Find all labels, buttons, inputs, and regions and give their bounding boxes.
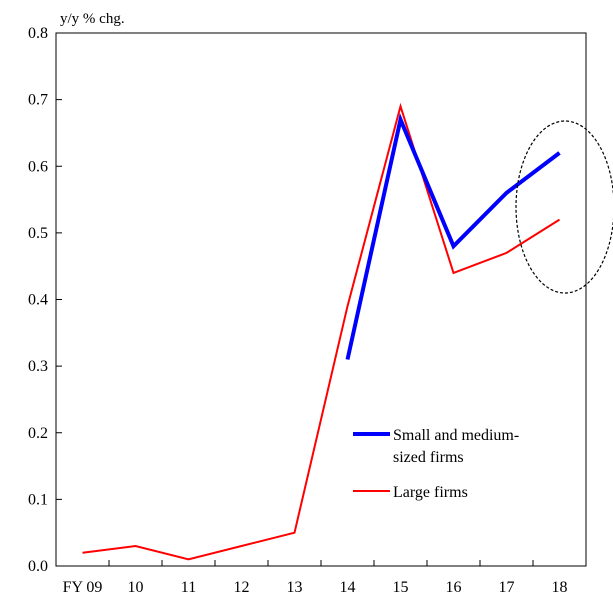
- x-tick-label: 10: [128, 579, 144, 596]
- legend: Small and medium-sized firms Large firms: [353, 427, 519, 501]
- y-tick-label: 0.2: [28, 425, 48, 442]
- legend-label: sized firms: [393, 449, 464, 466]
- series-line-1: [82, 102, 561, 561]
- y-tick-label: 0.6: [28, 158, 48, 175]
- x-tick-label: 15: [393, 579, 409, 596]
- x-tick-label: 17: [499, 579, 515, 596]
- plot-frame: [55, 32, 587, 567]
- y-tick-label: 0.4: [28, 292, 48, 309]
- series-line-0: [345, 113, 561, 360]
- y-tick-label: 0.3: [28, 358, 48, 375]
- series-layer: [82, 102, 561, 561]
- x-axis: FY 09 10 11 12 13 14 15 16 17 18: [55, 560, 587, 596]
- y-tick-label: 0.7: [28, 92, 48, 109]
- legend-label: Small and medium-: [393, 427, 519, 444]
- y-axis-unit-label: y/y % chg.: [60, 11, 125, 27]
- x-tick-label: 14: [340, 579, 356, 596]
- y-axis: 0.0 0.1 0.2 0.3 0.4 0.5 0.6 0.7 0.8: [28, 25, 62, 575]
- y-tick-label: 0.0: [28, 558, 48, 575]
- highlight-ellipse: [515, 120, 613, 294]
- x-tick-label: 16: [446, 579, 462, 596]
- y-tick-label: 0.1: [28, 491, 48, 508]
- x-tick-label: 13: [287, 579, 303, 596]
- x-tick-label: 18: [552, 579, 568, 596]
- legend-label: Large firms: [393, 484, 468, 501]
- x-tick-label: 12: [234, 579, 250, 596]
- y-tick-label: 0.8: [28, 25, 48, 42]
- x-tick-label: FY 09: [63, 579, 103, 596]
- y-tick-label: 0.5: [28, 225, 48, 242]
- x-tick-label: 11: [181, 579, 196, 596]
